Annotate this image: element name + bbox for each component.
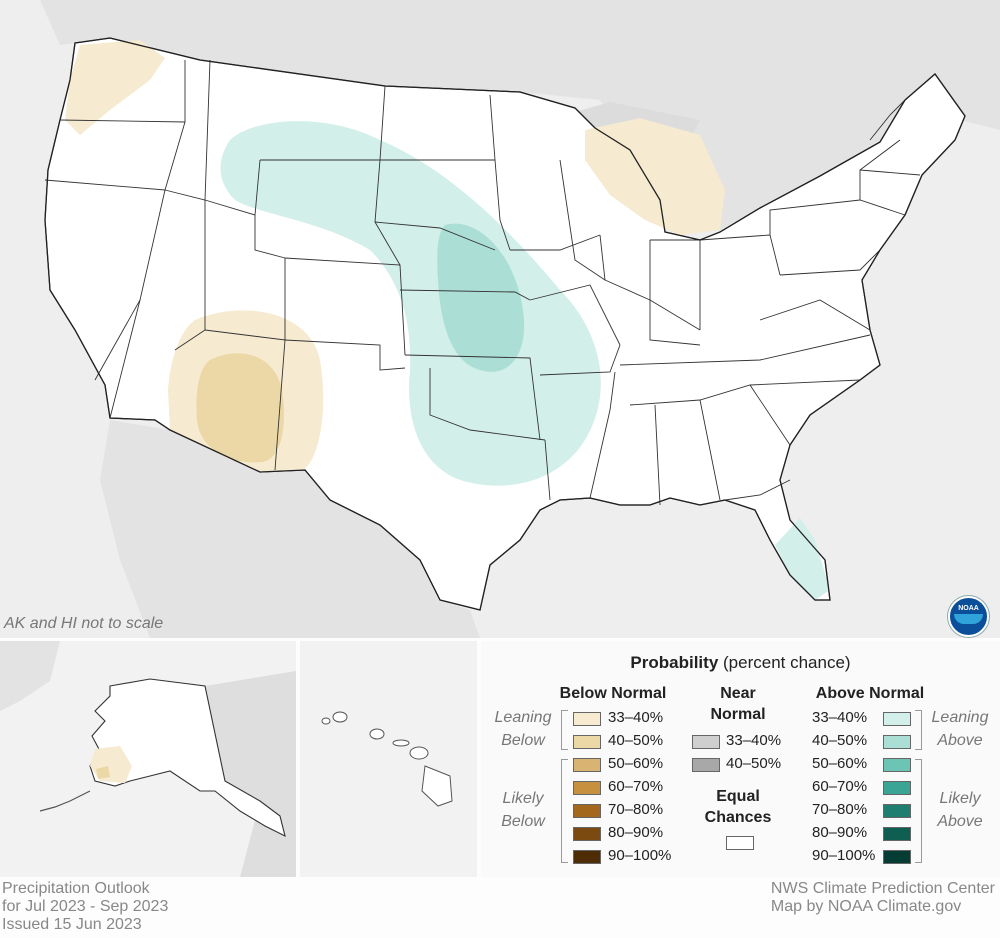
below-leaning-michigan	[585, 118, 725, 235]
likely-above-label: Likely Above	[937, 790, 983, 830]
above-leaning-florida	[775, 518, 830, 600]
above-normal-row-label: 40–50%	[812, 732, 868, 749]
island-maui	[409, 746, 429, 760]
noaa-logo: NOAA	[948, 596, 989, 637]
leaning-above-label: Leaning Above	[931, 709, 989, 749]
below-normal-row-label: 60–70%	[608, 778, 664, 795]
above-normal-row-label: 50–60%	[812, 755, 868, 772]
below-normal-header: Below Normal	[559, 685, 667, 702]
below-normal-swatch	[573, 735, 601, 749]
near-normal-swatch	[692, 758, 720, 772]
above-normal-swatch	[883, 827, 911, 841]
above-normal-swatch	[883, 804, 911, 818]
below-normal-row-label: 33–40%	[608, 709, 664, 726]
below-normal-row-label: 70–80%	[608, 801, 664, 818]
below-normal-swatch	[573, 850, 601, 864]
leaning-below-label: Leaning Below	[494, 709, 552, 749]
below-normal-row-label: 40–50%	[608, 732, 664, 749]
above-normal-row-label: 90–100%	[812, 847, 876, 864]
above-normal-header: Above Normal	[815, 685, 925, 702]
noaa-logo-text: NOAA	[958, 605, 979, 612]
aleutian-islands	[39, 790, 91, 812]
hawaii-svg	[321, 711, 453, 807]
island-kauai	[332, 711, 348, 723]
likely-below-bracket	[561, 759, 568, 863]
conus-outline-top	[44, 37, 966, 611]
below-normal-swatch	[573, 758, 601, 772]
legend-title: Probability (percent chance)	[630, 653, 851, 672]
conus-map-svg	[0, 0, 1000, 638]
below-40-50-arizona	[196, 353, 284, 463]
mexico-land	[100, 420, 480, 638]
near-normal-header: Near Normal	[710, 685, 766, 723]
below-normal-row-label: 90–100%	[608, 847, 672, 864]
leaning-above-bracket	[915, 710, 922, 750]
credit-cpc: NWS Climate Prediction Center	[770, 880, 995, 897]
island-molokai	[392, 739, 410, 747]
legend: Probability (percent chance) Below Norma…	[481, 641, 1000, 877]
equal-chances-header: Equal Chances	[704, 788, 772, 826]
island-niihau	[321, 717, 331, 725]
above-normal-row-label: 70–80%	[812, 801, 868, 818]
above-normal-row-label: 80–90%	[812, 824, 868, 841]
near-normal-swatch	[692, 735, 720, 749]
alaska-outline	[89, 678, 286, 838]
outlook-title: Precipitation Outlook	[2, 880, 150, 897]
leaning-below-bracket	[561, 710, 568, 750]
above-normal-swatch	[883, 735, 911, 749]
above-40-50-nebraska	[437, 223, 525, 372]
likely-above-bracket	[915, 759, 922, 863]
issued-date: Issued 15 Jun 2023	[2, 916, 142, 933]
equal-chances-swatch	[726, 836, 754, 850]
below-normal-swatch	[573, 712, 601, 726]
inset-scale-note: AK and HI not to scale	[4, 615, 164, 632]
noaa-logo-wave	[954, 614, 983, 624]
likely-below-label: Likely Below	[501, 790, 545, 830]
below-normal-row-label: 50–60%	[608, 755, 664, 772]
below-normal-swatch	[573, 827, 601, 841]
conus-map: AK and HI not to scale NOAA	[0, 0, 1000, 638]
below-leaning-northwest	[65, 40, 165, 135]
footer-right: NWS Climate Prediction Center Map by NOA…	[771, 880, 995, 916]
above-normal-swatch	[883, 850, 911, 864]
credit-climate-gov: Map by NOAA Climate.gov	[770, 898, 962, 915]
footer-left: Precipitation Outlook for Jul 2023 - Sep…	[2, 880, 168, 934]
island-oahu	[369, 728, 385, 740]
above-normal-swatch	[883, 781, 911, 795]
above-normal-row-label: 33–40%	[812, 709, 868, 726]
above-normal-swatch	[883, 758, 911, 772]
below-normal-row-label: 80–90%	[608, 824, 664, 841]
ak-below-40-50	[96, 766, 110, 779]
above-normal-swatch	[883, 712, 911, 726]
above-leaning-plains	[220, 121, 601, 486]
russia-land	[0, 641, 60, 711]
state-boundaries	[44, 59, 921, 506]
hawaii-inset	[300, 641, 477, 877]
alaska-svg	[0, 641, 296, 877]
alaska-inset	[0, 641, 296, 877]
near-normal-row-label: 33–40%	[726, 732, 782, 749]
below-normal-swatch	[573, 804, 601, 818]
outlook-period: for Jul 2023 - Sep 2023	[2, 898, 169, 915]
near-normal-row-label: 40–50%	[726, 755, 782, 772]
canada-land	[0, 0, 1000, 230]
below-normal-swatch	[573, 781, 601, 795]
island-hawaii	[421, 765, 453, 807]
above-normal-row-label: 60–70%	[812, 778, 868, 795]
